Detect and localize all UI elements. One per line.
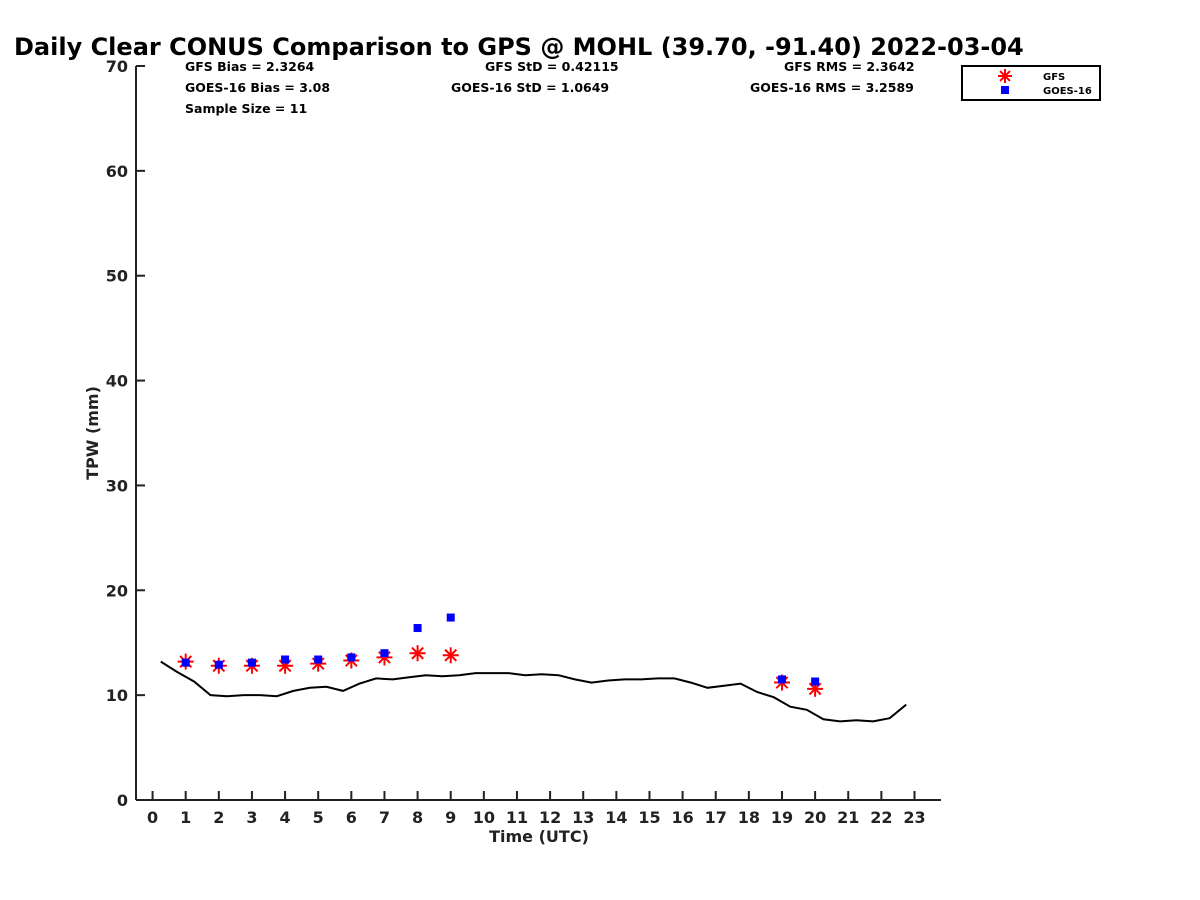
gfs-bias-stat: GFS Bias = 2.3264: [185, 59, 315, 74]
y-tick-label: 30: [106, 476, 128, 495]
goes-16-point: [380, 649, 389, 658]
x-tick-label: 23: [903, 808, 925, 827]
x-tick-label: 3: [246, 808, 257, 827]
y-tick-label: 70: [106, 57, 128, 76]
x-tick-label: 13: [572, 808, 594, 827]
gfs-rms-stat: GFS RMS = 2.3642: [784, 59, 915, 74]
x-tick-label: 5: [313, 808, 324, 827]
x-tick-label: 16: [671, 808, 693, 827]
x-tick-label: 2: [213, 808, 224, 827]
y-axis-label: TPW (mm): [83, 386, 102, 480]
x-tick-label: 9: [445, 808, 456, 827]
x-tick-label: 11: [506, 808, 528, 827]
gps-line: [160, 660, 907, 723]
y-tick-label: 40: [106, 372, 128, 391]
x-axis-label: Time (UTC): [489, 827, 589, 846]
legend-label: GFS: [1043, 72, 1065, 83]
gfs-point: [442, 647, 459, 664]
x-tick-label: 17: [705, 808, 727, 827]
x-tick-label: 21: [837, 808, 859, 827]
x-tick-label: 4: [280, 808, 291, 827]
x-tick-label: 10: [473, 808, 495, 827]
y-tick-label: 20: [106, 581, 128, 600]
goes-16-point: [181, 658, 190, 667]
y-tick-label: 60: [106, 162, 128, 181]
y-tick-label: 10: [106, 686, 128, 705]
goes-16-point: [314, 655, 323, 664]
chart-title: Daily Clear CONUS Comparison to GPS @ MO…: [14, 33, 1024, 61]
x-tick-label: 20: [804, 808, 826, 827]
goes-16-point: [811, 677, 820, 686]
legend-marker-gfs: [998, 69, 1012, 83]
x-tick-label: 18: [738, 808, 760, 827]
goes-bias-stat: GOES-16 Bias = 3.08: [185, 80, 330, 95]
x-tick-label: 8: [412, 808, 423, 827]
goes-16-point: [413, 624, 422, 633]
x-tick-label: 19: [771, 808, 793, 827]
legend-marker-goes-16: [1001, 86, 1009, 94]
gfs-std-stat: GFS StD = 0.42115: [485, 59, 619, 74]
goes-16-point: [247, 658, 256, 667]
x-tick-label: 14: [605, 808, 627, 827]
x-tick-label: 0: [147, 808, 158, 827]
goes-16-point: [214, 660, 223, 669]
goes-16-point: [777, 675, 786, 684]
x-tick-label: 1: [180, 808, 191, 827]
x-tick-label: 22: [870, 808, 892, 827]
x-tick-label: 15: [638, 808, 660, 827]
goes-16-point: [446, 613, 455, 622]
legend-label: GOES-16: [1043, 86, 1092, 97]
legend: GFS GOES-16: [961, 65, 1101, 101]
goes-std-stat: GOES-16 StD = 1.0649: [451, 80, 609, 95]
sample-size-stat: Sample Size = 11: [185, 101, 307, 116]
goes-rms-stat: GOES-16 RMS = 3.2589: [750, 80, 914, 95]
goes-16-point: [281, 655, 290, 664]
x-tick-label: 7: [379, 808, 390, 827]
legend-box: [961, 65, 1101, 101]
x-tick-label: 12: [539, 808, 561, 827]
x-tick-label: 6: [346, 808, 357, 827]
goes-16-point: [347, 653, 356, 662]
y-tick-label: 0: [117, 791, 128, 810]
gfs-point: [409, 645, 426, 662]
y-tick-label: 50: [106, 267, 128, 286]
